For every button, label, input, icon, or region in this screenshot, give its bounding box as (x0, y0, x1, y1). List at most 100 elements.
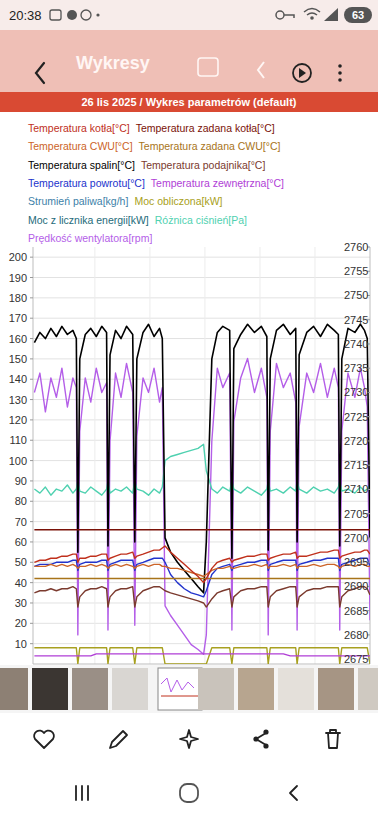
play-button[interactable] (293, 64, 311, 82)
effects-button[interactable] (180, 730, 198, 748)
grid-line (33, 623, 370, 624)
thumbnail-detail (161, 696, 199, 697)
thumbnail[interactable] (0, 668, 28, 710)
edit-button[interactable] (110, 731, 127, 748)
wifi-icon (304, 9, 320, 16)
play-icon (299, 68, 306, 78)
share-node (253, 736, 258, 741)
tick-mark (30, 521, 33, 522)
legend-entry: Temperatura CWU[°C] (28, 140, 133, 152)
thumbnail[interactable] (72, 668, 108, 710)
y2-tick-label: 2745 (344, 314, 368, 326)
series-line (34, 587, 370, 607)
tick-mark (30, 582, 33, 583)
y-tick-label: 120 (9, 414, 27, 426)
y2-tick-label: 2690 (344, 580, 368, 592)
thumbnail[interactable] (198, 668, 234, 710)
tick-mark (30, 501, 33, 502)
tick-mark (30, 338, 33, 339)
thumbnail[interactable] (358, 668, 378, 710)
thumbnail[interactable] (318, 668, 354, 710)
legend-entry: Temperatura zadana kotła[°C] (136, 122, 275, 134)
legend-entry: Moc obliczona[kW] (134, 195, 222, 207)
legend-entry: Strumień paliwa[kg/h] (28, 195, 128, 207)
y2-tick-label: 2760 (344, 241, 368, 253)
y-tick-label: 130 (9, 394, 27, 406)
grid-line (33, 257, 370, 258)
grid-line (33, 419, 370, 420)
chart-title-band (0, 92, 378, 112)
y-tick-label: 190 (9, 272, 27, 284)
delete-button[interactable] (326, 730, 340, 748)
y-tick-label: 90 (15, 475, 27, 487)
y-tick-label: 110 (9, 434, 27, 446)
grid-line (33, 379, 370, 380)
series-line (34, 546, 370, 583)
back-button[interactable] (36, 63, 44, 83)
y-tick-label: 100 (9, 455, 27, 467)
y-tick-label: 60 (15, 536, 27, 548)
thumbnail[interactable] (238, 668, 274, 710)
thumbnail[interactable] (158, 668, 202, 710)
y-tick-label: 30 (15, 597, 27, 609)
grid-line (33, 318, 370, 319)
screen: 20:3863Wykresy26 lis 2025 / Wykres param… (0, 0, 378, 819)
tick-mark (30, 358, 33, 359)
grid-line (149, 247, 150, 664)
tick-mark (30, 318, 33, 319)
grid-line (33, 501, 370, 502)
y2-tick-label: 2695 (344, 556, 368, 568)
y-tick-label: 10 (15, 638, 27, 650)
y-tick-label: 80 (15, 495, 27, 507)
grid-line (33, 358, 370, 359)
thumbnail[interactable] (112, 668, 148, 710)
app-bar (0, 30, 378, 92)
menu-dot[interactable] (338, 64, 342, 68)
tick-mark (30, 297, 33, 298)
y2-tick-label: 2750 (344, 289, 368, 301)
series-line (34, 578, 370, 579)
grid-line (33, 480, 370, 481)
thumbnail[interactable] (278, 668, 314, 710)
grid-line (94, 247, 95, 664)
tick-mark (30, 562, 33, 563)
wifi-dot (310, 16, 314, 20)
legend-entry: Różnica ciśnień[Pa] (155, 214, 247, 226)
tick-mark (30, 480, 33, 481)
y2-tick-label: 2685 (344, 605, 368, 617)
tick-mark (30, 277, 33, 278)
legend-entry: Temperatura kotła[°C] (28, 122, 130, 134)
y2-tick-label: 2680 (344, 629, 368, 641)
share-node (263, 743, 268, 748)
ticks: 1020304050607080901001101201301401501601… (9, 241, 370, 665)
legend-entry: Moc z licznika energii[kW] (28, 214, 149, 226)
status-icon (50, 10, 61, 20)
tick-mark (30, 399, 33, 400)
nav-back-button[interactable] (290, 786, 297, 800)
tick-mark (30, 602, 33, 603)
y-tick-label: 70 (15, 516, 27, 528)
y-tick-label: 140 (9, 373, 27, 385)
tick-mark (30, 257, 33, 258)
legend-entry: Temperatura podajnika[°C] (141, 159, 266, 171)
tick-mark (30, 419, 33, 420)
y2-tick-label: 2740 (344, 338, 368, 350)
y-tick-label: 150 (9, 353, 27, 365)
favorite-button[interactable] (34, 731, 54, 748)
grid-line (33, 277, 370, 278)
battery-level: 63 (352, 9, 364, 21)
thumbnail-strip (0, 665, 378, 713)
thumbnail[interactable] (32, 668, 68, 710)
y2-tick-label: 2705 (344, 508, 368, 520)
y-tick-label: 160 (9, 333, 27, 345)
home-button[interactable] (180, 784, 198, 802)
menu-dot (338, 78, 342, 82)
grid (33, 247, 370, 664)
y2-tick-label: 2725 (344, 411, 368, 423)
y-tick-label: 200 (9, 251, 27, 263)
status-bar (0, 0, 378, 30)
grid-line (33, 460, 370, 461)
grid-line (33, 297, 370, 298)
recent-apps-button[interactable] (76, 786, 88, 800)
y-tick-label: 180 (9, 292, 27, 304)
